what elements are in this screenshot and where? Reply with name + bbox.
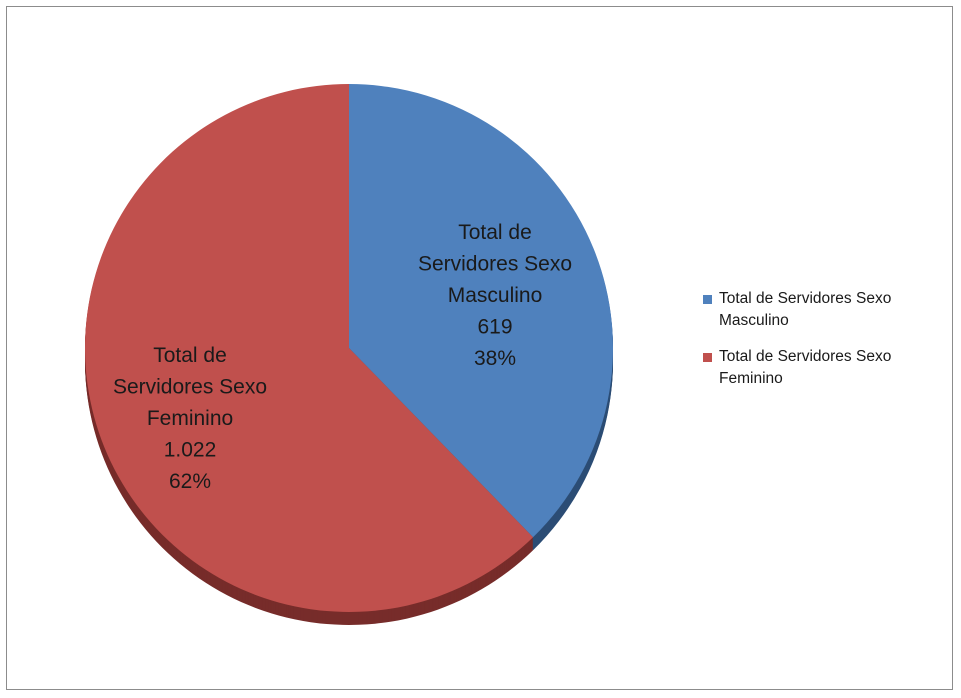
pie-slice-masculino [349,84,613,538]
legend-item-masculino: Total de Servidores Sexo Masculino [703,288,943,332]
data-label-line: Servidores Sexo [418,253,572,276]
legend-label-feminino-line2: Feminino [719,370,783,387]
data-label-line: 1.022 [164,439,217,462]
data-label-feminino: Total de Servidores Sexo Feminino 1.022 62% [113,344,267,493]
legend-swatch-masculino [703,295,712,304]
data-label-line: Servidores Sexo [113,376,267,399]
data-label-line: 619 [477,316,512,339]
data-label-line: 38% [474,347,516,370]
legend-swatch-feminino [703,353,712,362]
pie-slice-feminino [85,84,534,612]
legend-label-masculino-line1: Total de Servidores Sexo [719,290,892,307]
data-label-line: Total de [458,221,532,244]
data-label-masculino: Total de Servidores Sexo Masculino 619 38% [418,221,572,370]
legend: Total de Servidores Sexo Masculino Total… [703,288,943,404]
data-label-line: 62% [169,470,211,493]
pie-group [84,84,613,625]
data-label-line: Masculino [448,284,543,307]
legend-label-masculino-line2: Masculino [719,312,789,329]
data-label-line: Total de [153,344,227,367]
pie-labels: Total de Servidores Sexo Masculino 619 38%To… [113,221,572,493]
legend-label-feminino-line1: Total de Servidores Sexo [719,348,892,365]
legend-item-feminino: Total de Servidores Sexo Feminino [703,346,943,390]
data-label-line: Feminino [147,407,233,430]
